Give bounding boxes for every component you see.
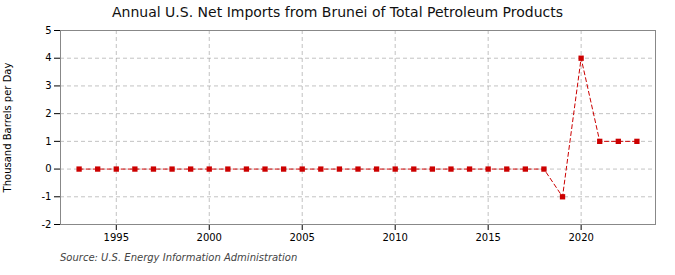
svg-text:2020: 2020 xyxy=(568,232,593,243)
svg-text:5: 5 xyxy=(45,25,51,36)
svg-text:1: 1 xyxy=(45,136,51,147)
svg-text:-1: -1 xyxy=(42,191,52,202)
svg-text:0: 0 xyxy=(45,163,51,174)
svg-text:3: 3 xyxy=(45,80,51,91)
svg-text:1995: 1995 xyxy=(104,232,129,243)
svg-text:2010: 2010 xyxy=(382,232,407,243)
svg-text:2000: 2000 xyxy=(197,232,222,243)
svg-text:Thousand Barrels per Day: Thousand Barrels per Day xyxy=(2,63,13,194)
svg-text:2: 2 xyxy=(45,108,51,119)
html-text:Source: U.S. Energy Informatio: Source: U.S. Energy Information Administ… xyxy=(60,252,298,263)
svg-text:4: 4 xyxy=(45,52,51,63)
svg-text:2005: 2005 xyxy=(289,232,314,243)
html-text:Annual U.S. Net Imports from B: Annual U.S. Net Imports from Brunei of T… xyxy=(112,4,563,20)
svg-text:-2: -2 xyxy=(42,219,52,230)
svg-text:2015: 2015 xyxy=(475,232,500,243)
